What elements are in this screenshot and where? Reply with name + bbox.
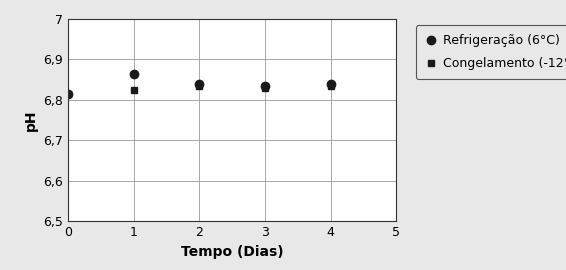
Congelamento (-12°C) [65,92,71,95]
Refrigeração (6°C) [261,84,268,87]
Line: Congelamento (-12°C): Congelamento (-12°C) [65,82,334,97]
Congelamento (-12°C) [130,88,137,92]
X-axis label: Tempo (Dias): Tempo (Dias) [181,245,284,259]
Line: Refrigeração (6°C): Refrigeração (6°C) [64,69,335,98]
Refrigeração (6°C) [327,82,334,85]
Refrigeração (6°C) [65,92,71,95]
Congelamento (-12°C) [327,84,334,87]
Congelamento (-12°C) [261,86,268,89]
Congelamento (-12°C) [196,84,203,87]
Legend: Refrigeração (6°C), Congelamento (-12°C): Refrigeração (6°C), Congelamento (-12°C) [415,25,566,79]
Refrigeração (6°C) [196,82,203,85]
Refrigeração (6°C) [130,72,137,75]
Y-axis label: pH: pH [24,109,37,131]
